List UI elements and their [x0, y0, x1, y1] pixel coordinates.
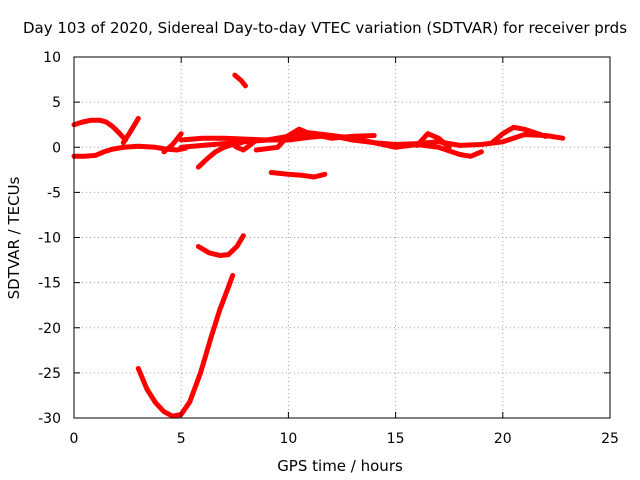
x-tick-labels: 0 5 10 15 20 25 [70, 431, 619, 447]
data-trace-12 [232, 72, 248, 89]
x-tick-label: 0 [70, 431, 79, 447]
x-tick-label: 10 [279, 431, 297, 447]
x-axis-label: GPS time / hours [277, 457, 403, 475]
y-tick-label: -15 [38, 276, 61, 292]
data-trace-1 [71, 117, 128, 143]
grid-lines [74, 57, 610, 418]
y-tick-label: -5 [47, 185, 61, 201]
y-tick-label: 0 [52, 140, 61, 156]
y-tick-label: 5 [52, 95, 61, 111]
data-trace-9 [489, 124, 549, 146]
data-trace-15 [135, 272, 236, 419]
data-trace-3 [120, 115, 141, 146]
y-tick-label: -20 [38, 321, 61, 337]
y-tick-labels: -30 -25 -20 -15 -10 -5 0 5 10 [38, 50, 61, 427]
y-tick-label: 10 [43, 50, 61, 66]
x-tick-label: 15 [387, 431, 405, 447]
y-tick-label: -10 [38, 231, 61, 247]
chart-title: Day 103 of 2020, Sidereal Day-to-day VTE… [23, 19, 627, 37]
data-trace-7 [253, 126, 377, 153]
data-trace-14 [195, 233, 246, 258]
x-tick-label: 5 [177, 431, 186, 447]
y-tick-label: -30 [38, 411, 61, 427]
y-tick-label: -25 [38, 366, 61, 382]
x-tick-label: 25 [601, 431, 619, 447]
x-tick-label: 20 [494, 431, 512, 447]
data-trace-13 [268, 170, 328, 180]
data-trace-11 [228, 137, 259, 153]
data-trace-4 [161, 131, 184, 155]
data-traces [71, 72, 566, 419]
axis-ticks [73, 56, 611, 419]
data-trace-8 [414, 131, 452, 150]
y-axis-label: SDTVAR / TECUs [5, 176, 23, 299]
